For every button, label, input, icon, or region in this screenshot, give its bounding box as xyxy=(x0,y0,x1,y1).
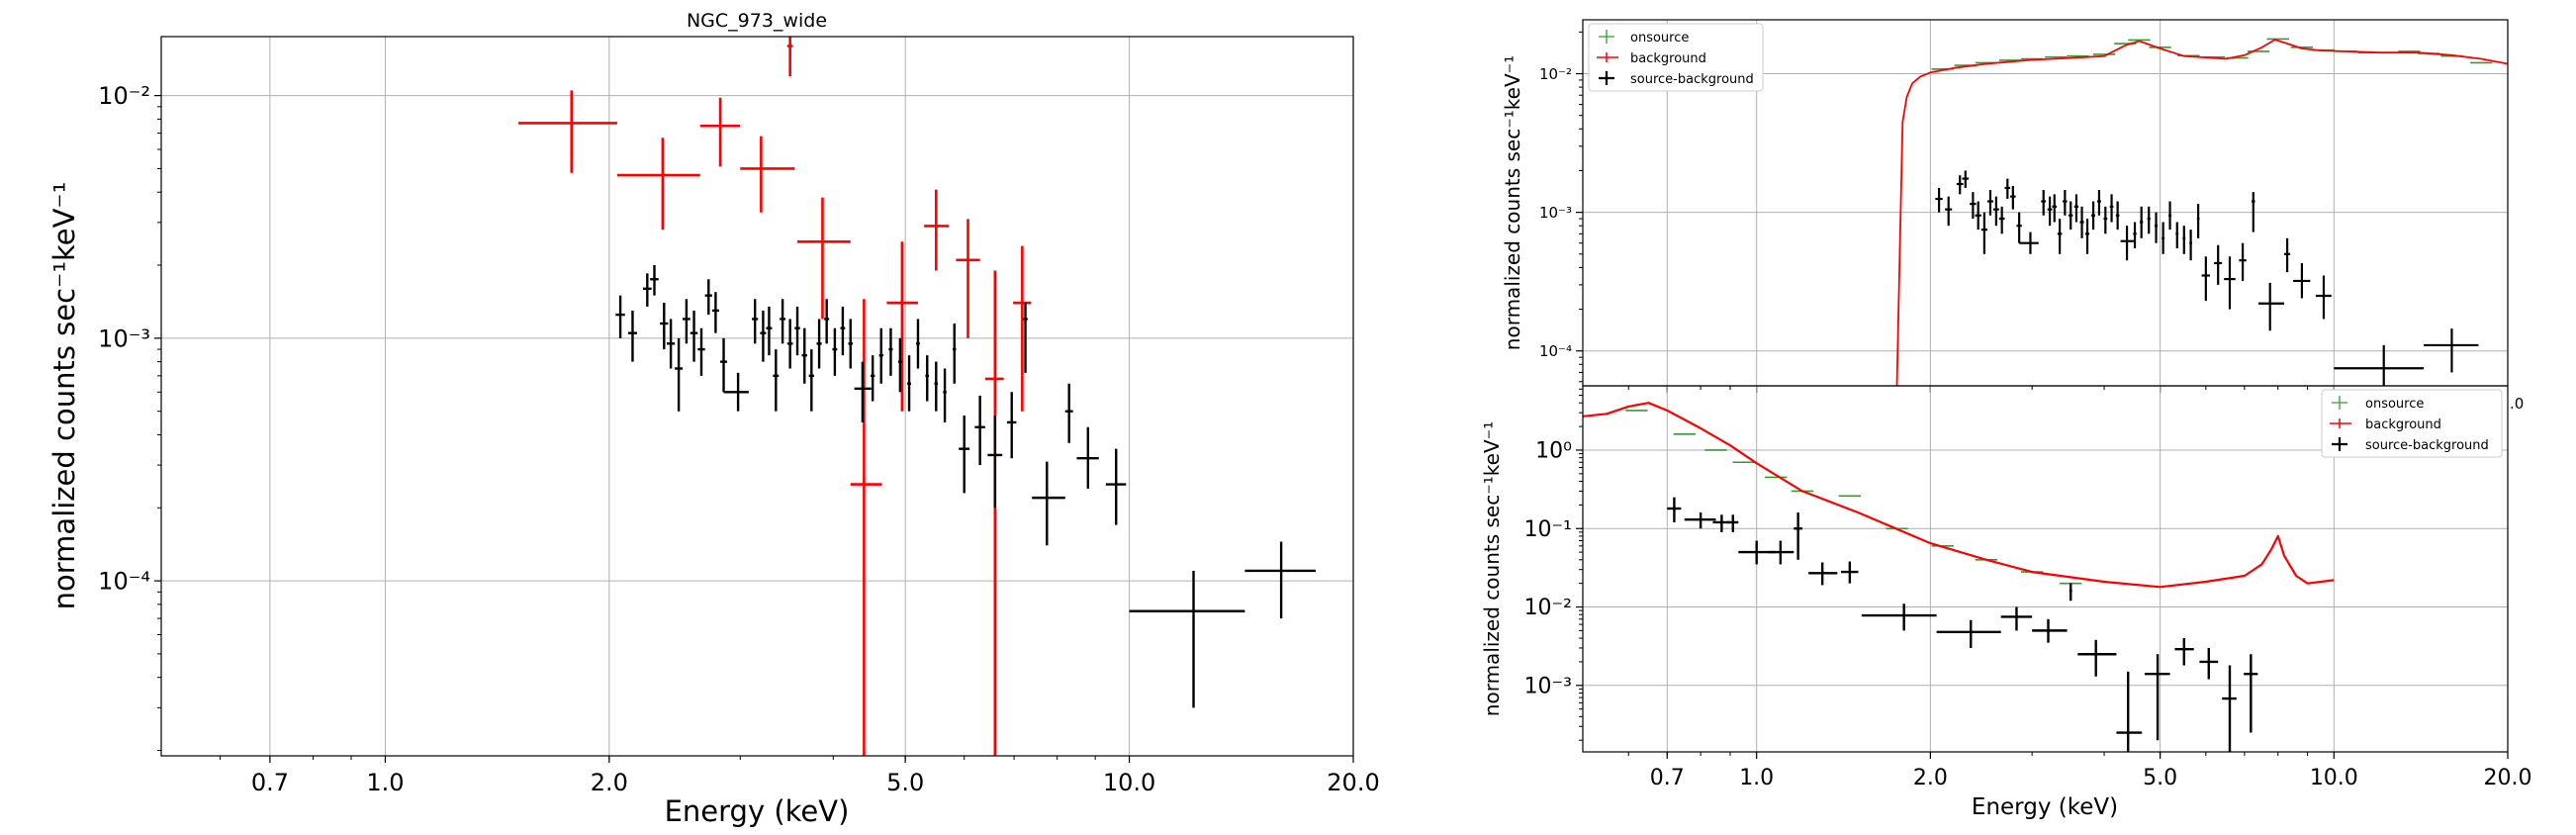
y-tick-label: 10⁻⁴ xyxy=(1539,342,1572,360)
main-chart-title: NGC_973_wide xyxy=(687,10,827,32)
top-y-axis-label: normalized counts sec⁻¹keV⁻¹ xyxy=(1501,55,1524,350)
bot-legend-label-onsource: onsource xyxy=(2365,397,2424,412)
top-lines xyxy=(1895,38,2508,386)
top-legend-label-background: background xyxy=(1630,51,1706,66)
bot-legend: onsource background source-background xyxy=(2321,389,2503,458)
top-legend-entry-onsource: onsource xyxy=(1599,30,1689,46)
y-tick-label: 10⁻³ xyxy=(98,325,150,352)
x-tick-label: 10.0 xyxy=(2310,766,2358,790)
bot-legend-label-source-background: source-background xyxy=(2365,438,2489,453)
top-edge-tick-label: .0 xyxy=(2510,395,2524,413)
y-tick-label: 10⁻² xyxy=(1539,65,1572,83)
y-tick-label: 10⁻⁴ xyxy=(98,568,150,596)
background-line xyxy=(1583,402,2335,589)
bot-x-axis-label: Energy (keV) xyxy=(1972,794,2118,820)
top-ticks: 10⁻⁴ 10⁻³ 10⁻² xyxy=(1539,31,2335,393)
top-legend: onsource background source-background xyxy=(1588,23,1764,92)
bot-y-axis-label: normalized counts sec⁻¹keV⁻¹ xyxy=(1480,421,1504,716)
main-ticks: 0.7 1.0 2.0 5.0 10.0 20.0 10⁻⁴ 10⁻³ 10⁻² xyxy=(98,82,1380,796)
x-tick-label: 0.7 xyxy=(1650,766,1685,790)
bot-black-series xyxy=(1667,497,2258,752)
x-tick-label: 1.0 xyxy=(1739,766,1774,790)
bot-lines xyxy=(1583,402,2335,589)
background-line xyxy=(1895,39,2508,386)
main-y-axis-label: normalized counts sec⁻¹keV⁻¹ xyxy=(47,182,81,610)
bot-plot-frame xyxy=(1582,385,2509,753)
y-tick-label: 10⁻² xyxy=(98,82,150,110)
y-tick-label: 10⁻¹ xyxy=(1524,517,1572,542)
x-tick-label: 5.0 xyxy=(2143,766,2177,790)
bot-legend-label-background: background xyxy=(2365,418,2441,432)
top-legend-entry-source-background: source-background xyxy=(1599,71,1754,87)
top-right-chart: 10⁻⁴ 10⁻³ 10⁻² .0 normalized counts sec⁻¹k… xyxy=(1501,19,2524,413)
y-tick-label: 10⁻³ xyxy=(1539,204,1572,222)
bot-legend-frame xyxy=(2321,389,2503,458)
x-tick-label: 5.0 xyxy=(886,769,924,796)
top-legend-entry-background: background xyxy=(1597,51,1706,66)
bottom-right-chart: 0.7 1.0 2.0 5.0 10.0 20.0 10⁻³ 10⁻² 10⁻¹ 10⁰ Ener… xyxy=(1480,385,2532,820)
main-chart: NGC_973_wide 0.7 1.0 2.0 5.0 10.0 20.0 10⁻⁴ 10⁻… xyxy=(47,10,1380,828)
x-tick-label: 1.0 xyxy=(366,769,404,796)
y-tick-label: 10⁰ xyxy=(1535,439,1572,464)
line-marker-icon xyxy=(2330,418,2351,428)
line-marker-icon xyxy=(1597,52,1618,62)
plus-marker-icon xyxy=(1599,71,1614,85)
main-red-series xyxy=(518,37,1032,756)
y-tick-label: 10⁻² xyxy=(1524,596,1572,620)
bot-legend-entry-source-background: source-background xyxy=(2332,437,2489,453)
plus-marker-icon xyxy=(1599,30,1614,44)
bot-ticks: 0.7 1.0 2.0 5.0 10.0 20.0 10⁻³ 10⁻² 10⁻¹ 10⁰ xyxy=(1524,388,2532,790)
bot-legend-entry-onsource: onsource xyxy=(2332,396,2424,412)
bot-legend-entry-background: background xyxy=(2330,418,2441,432)
plus-marker-icon xyxy=(2332,396,2347,410)
x-tick-label: 20.0 xyxy=(2484,766,2532,790)
y-tick-label: 10⁻³ xyxy=(1524,674,1572,698)
x-tick-label: 10.0 xyxy=(1103,769,1155,796)
main-grid xyxy=(161,37,1353,756)
top-black-series xyxy=(1935,170,2479,386)
top-legend-label-onsource: onsource xyxy=(1630,31,1689,46)
main-x-axis-label: Energy (keV) xyxy=(665,794,850,828)
main-black-series xyxy=(615,265,1316,708)
top-legend-frame xyxy=(1588,23,1764,92)
plus-marker-icon xyxy=(2332,437,2347,451)
top-legend-label-source-background: source-background xyxy=(1630,72,1754,87)
x-tick-label: 20.0 xyxy=(1327,769,1379,796)
x-tick-label: 2.0 xyxy=(1913,766,1948,790)
x-tick-label: 0.7 xyxy=(251,769,289,796)
x-tick-label: 2.0 xyxy=(591,769,628,796)
main-plot-frame xyxy=(160,36,1354,757)
